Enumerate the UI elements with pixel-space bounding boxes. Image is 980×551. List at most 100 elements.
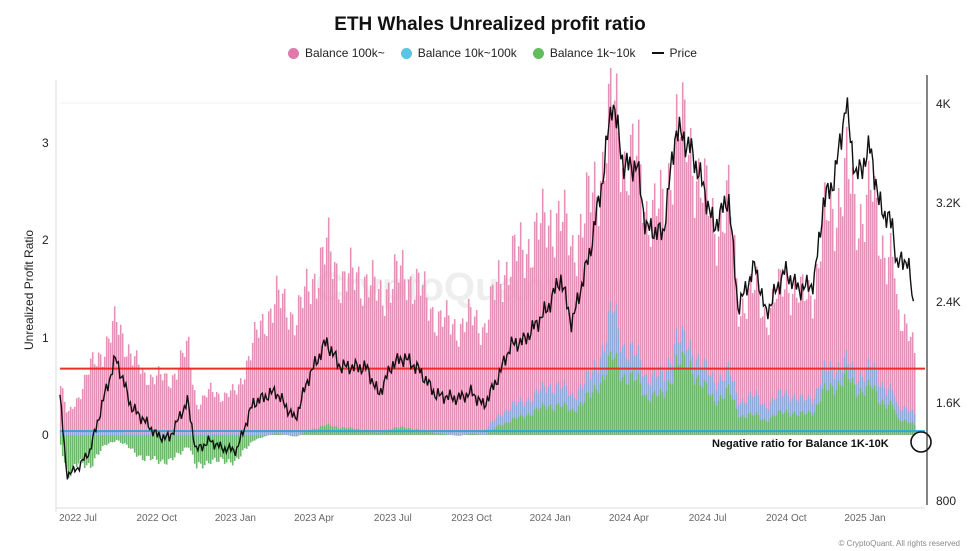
bar-balance-1k-10k [719,395,722,435]
bar-balance-10k-100k [463,431,466,435]
bar-balance-10k-100k [453,431,456,435]
bar-balance-1k-10k [181,435,184,452]
bar-balance-1k-10k [119,435,122,443]
bar-balance-100k [265,336,268,435]
bar-balance-10k-100k [233,433,236,435]
bar-balance-100k [809,295,812,435]
bar-balance-1k-10k [251,435,254,442]
bar-balance-10k-100k [139,433,142,435]
bar-balance-100k [75,398,78,435]
bar-balance-1k-10k [717,400,720,435]
bar-balance-1k-10k [179,435,182,455]
bar-balance-100k [663,228,666,435]
bar-balance-1k-10k [743,417,746,435]
bar-balance-1k-10k [571,408,574,435]
bar-balance-100k [823,182,826,435]
bar-balance-1k-10k [385,430,388,435]
bar-balance-100k [147,384,150,435]
bar-balance-100k [639,164,642,436]
bar-balance-1k-10k [703,380,706,435]
legend-item-balance-10k-100k[interactable]: Balance 10k~100k [400,46,517,60]
bar-balance-1k-10k [557,403,560,435]
bar-balance-1k-10k [233,435,236,461]
bar-balance-100k [467,298,470,435]
bar-balance-1k-10k [909,422,912,435]
bar-balance-100k [197,409,200,435]
bar-balance-1k-10k [453,435,456,436]
bar-balance-10k-100k [207,432,210,435]
bar-balance-1k-10k [865,386,868,435]
legend-item-balance-100k[interactable]: Balance 100k~ [288,46,385,60]
bar-balance-1k-10k [563,401,566,435]
bar-balance-1k-10k [843,373,846,435]
bar-balance-1k-10k [131,435,134,449]
bar-balance-100k [717,236,720,435]
legend-item-price[interactable]: Price [651,46,697,60]
bar-balance-100k [311,279,314,435]
bar-balance-1k-10k [715,406,718,435]
bar-balance-1k-10k [895,414,898,435]
bar-balance-10k-100k [163,432,166,435]
bar-balance-1k-10k [593,384,596,435]
bar-balance-1k-10k [271,434,274,435]
bar-balance-10k-100k [295,431,298,435]
bar-balance-10k-100k [441,432,444,435]
x-tick: 2024 Jul [689,513,727,524]
bar-balance-100k [525,254,528,435]
bar-balance-1k-10k [189,435,192,451]
bar-balance-1k-10k [615,352,618,435]
bar-balance-10k-100k [105,431,108,435]
bar-balance-1k-10k [835,389,838,435]
bar-balance-100k [217,393,220,435]
bar-balance-10k-100k [489,422,492,435]
bar-balance-100k [263,334,266,435]
bar-balance-100k [475,310,478,435]
x-tick: 2023 Apr [294,513,335,524]
bar-balance-100k [337,299,340,435]
bar-balance-100k [395,260,398,435]
bar-balance-100k [59,386,62,435]
bar-balance-100k [139,373,142,435]
bar-balance-100k [279,308,282,435]
bar-balance-100k [579,213,582,435]
bar-balance-100k [157,366,160,435]
bar-balance-1k-10k [657,395,660,435]
bar-balance-1k-10k [805,414,808,435]
bar-balance-1k-10k [373,431,376,435]
bar-balance-1k-10k [649,402,652,435]
bar-balance-1k-10k [527,413,530,435]
bar-balance-10k-100k [213,433,216,435]
bar-balance-1k-10k [733,400,736,435]
bar-balance-10k-100k [179,432,182,435]
bar-balance-100k [211,392,214,435]
bar-balance-1k-10k [771,414,774,435]
bar-balance-100k [77,397,80,435]
bar-balance-100k [191,384,194,435]
bar-balance-1k-10k [671,384,674,435]
bar-balance-100k [907,341,910,435]
bar-balance-1k-10k [543,405,546,435]
bar-balance-100k [169,388,172,435]
bar-balance-1k-10k [79,435,82,459]
bar-balance-100k [715,265,718,435]
legend-item-balance-1k-10k[interactable]: Balance 1k~10k [532,46,636,60]
bar-balance-100k [227,397,230,435]
bar-balance-100k [435,335,438,435]
bar-balance-100k [89,358,92,435]
right-tick: 1.6K [936,396,961,410]
bar-balance-100k [283,288,286,435]
bar-balance-1k-10k [653,391,656,435]
bar-balance-100k [583,223,586,435]
bar-balance-100k [207,389,210,435]
bar-balance-10k-100k [83,431,86,435]
bar-balance-10k-100k [255,431,258,435]
bar-balance-1k-10k [237,435,240,460]
bar-balance-1k-10k [645,394,648,435]
bar-balance-1k-10k [777,410,780,435]
bar-balance-100k [817,268,820,435]
bar-balance-100k [869,189,872,435]
bar-balance-100k [787,293,790,435]
bar-balance-1k-10k [761,419,764,435]
bar-balance-1k-10k [589,397,592,435]
bar-balance-10k-100k [263,432,266,435]
